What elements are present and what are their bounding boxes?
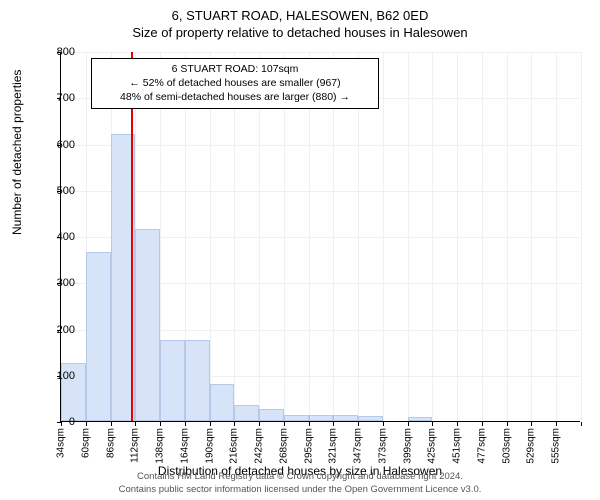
histogram-bar	[86, 252, 111, 421]
xtick-mark	[86, 422, 87, 426]
histogram-bar	[234, 405, 259, 421]
ytick-label: 0	[45, 416, 75, 428]
plot-region: 34sqm60sqm86sqm112sqm138sqm164sqm190sqm2…	[60, 52, 580, 422]
gridline-h	[61, 145, 580, 146]
histogram-bar	[358, 416, 383, 421]
xtick-mark	[284, 422, 285, 426]
xtick-label: 295sqm	[303, 428, 314, 464]
ytick-label: 800	[45, 46, 75, 58]
xtick-label: 138sqm	[155, 428, 166, 464]
xtick-mark	[383, 422, 384, 426]
xtick-label: 555sqm	[551, 428, 562, 464]
histogram-bar	[259, 409, 284, 421]
xtick-mark	[432, 422, 433, 426]
xtick-mark	[581, 422, 582, 426]
xtick-label: 451sqm	[452, 428, 463, 464]
xtick-mark	[160, 422, 161, 426]
gridline-v	[581, 52, 582, 421]
xtick-mark	[259, 422, 260, 426]
gridline-v	[482, 52, 483, 421]
xtick-mark	[234, 422, 235, 426]
xtick-mark	[408, 422, 409, 426]
gridline-v	[507, 52, 508, 421]
y-axis-label: Number of detached properties	[10, 70, 24, 235]
annotation-line: 6 STUART ROAD: 107sqm	[100, 62, 370, 76]
xtick-label: 347sqm	[353, 428, 364, 464]
gridline-v	[531, 52, 532, 421]
gridline-v	[408, 52, 409, 421]
ytick-label: 500	[45, 185, 75, 197]
histogram-bar	[210, 384, 235, 421]
gridline-v	[556, 52, 557, 421]
xtick-mark	[556, 422, 557, 426]
gridline-v	[383, 52, 384, 421]
histogram-bar	[333, 415, 358, 421]
xtick-label: 34sqm	[56, 428, 67, 458]
xtick-mark	[111, 422, 112, 426]
ytick-label: 700	[45, 92, 75, 104]
ytick-label: 100	[45, 370, 75, 382]
xtick-label: 529sqm	[526, 428, 537, 464]
xtick-mark	[531, 422, 532, 426]
annotation-line: 48% of semi-detached houses are larger (…	[100, 90, 370, 104]
xtick-label: 60sqm	[80, 428, 91, 458]
ytick-label: 600	[45, 139, 75, 151]
xtick-label: 86sqm	[105, 428, 116, 458]
xtick-mark	[457, 422, 458, 426]
xtick-mark	[333, 422, 334, 426]
footer-line-2: Contains public sector information licen…	[0, 484, 600, 496]
ytick-label: 400	[45, 231, 75, 243]
xtick-label: 216sqm	[229, 428, 240, 464]
xtick-mark	[309, 422, 310, 426]
xtick-label: 399sqm	[402, 428, 413, 464]
footer-line-1: Contains HM Land Registry data © Crown c…	[0, 471, 600, 483]
xtick-label: 373sqm	[377, 428, 388, 464]
histogram-bar	[135, 229, 160, 421]
xtick-label: 164sqm	[179, 428, 190, 464]
gridline-h	[61, 52, 580, 53]
xtick-mark	[358, 422, 359, 426]
xtick-mark	[185, 422, 186, 426]
annotation-box: 6 STUART ROAD: 107sqm← 52% of detached h…	[91, 58, 379, 109]
footer-attribution: Contains HM Land Registry data © Crown c…	[0, 471, 600, 496]
xtick-label: 112sqm	[130, 428, 141, 463]
xtick-label: 242sqm	[254, 428, 265, 464]
xtick-mark	[482, 422, 483, 426]
histogram-bar	[284, 415, 309, 421]
chart-area: 34sqm60sqm86sqm112sqm138sqm164sqm190sqm2…	[60, 52, 580, 422]
ytick-label: 300	[45, 277, 75, 289]
gridline-v	[432, 52, 433, 421]
title-line-1: 6, STUART ROAD, HALESOWEN, B62 0ED	[0, 8, 600, 23]
title-line-2: Size of property relative to detached ho…	[0, 25, 600, 40]
xtick-label: 190sqm	[204, 428, 215, 464]
histogram-bar	[309, 415, 334, 421]
xtick-label: 425sqm	[427, 428, 438, 464]
ytick-label: 200	[45, 324, 75, 336]
histogram-bar	[408, 417, 433, 421]
gridline-v	[457, 52, 458, 421]
gridline-h	[61, 191, 580, 192]
xtick-mark	[507, 422, 508, 426]
annotation-line: ← 52% of detached houses are smaller (96…	[100, 76, 370, 90]
xtick-mark	[135, 422, 136, 426]
xtick-label: 321sqm	[328, 428, 339, 464]
histogram-bar	[185, 340, 210, 421]
xtick-label: 503sqm	[501, 428, 512, 464]
chart-title-block: 6, STUART ROAD, HALESOWEN, B62 0ED Size …	[0, 0, 600, 40]
xtick-label: 477sqm	[476, 428, 487, 464]
histogram-bar	[160, 340, 185, 421]
xtick-label: 268sqm	[278, 428, 289, 464]
xtick-mark	[210, 422, 211, 426]
